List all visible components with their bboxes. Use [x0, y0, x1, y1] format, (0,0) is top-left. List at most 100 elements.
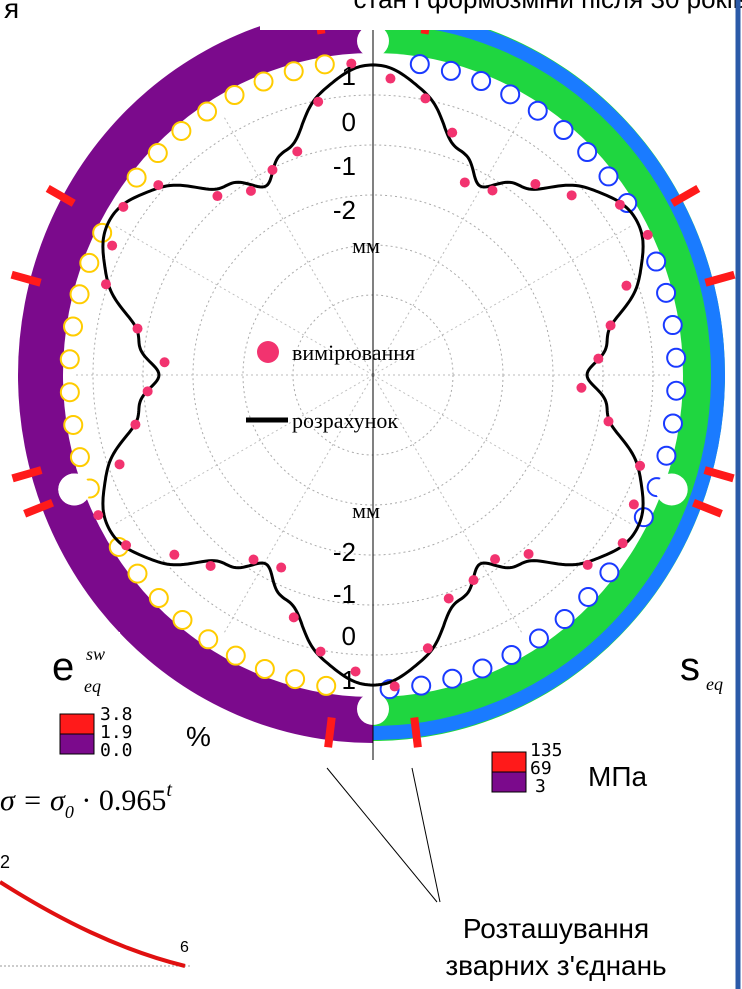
measured-dot — [313, 96, 324, 107]
unit: МПа — [588, 761, 647, 792]
hole — [59, 349, 80, 370]
weld-marker — [324, 717, 336, 748]
measured-dot — [566, 190, 577, 201]
measured-dot — [276, 562, 287, 573]
measured-dot — [422, 643, 433, 654]
grid-ray — [112, 224, 374, 376]
measured-dot — [212, 191, 223, 202]
fragment: я — [4, 0, 19, 24]
measured-dot — [153, 180, 164, 191]
pointer — [411, 767, 441, 903]
hole — [599, 562, 620, 583]
tick-label: -1 — [333, 151, 356, 181]
weld-marker — [23, 498, 54, 518]
measured-dot — [487, 185, 498, 196]
hole — [283, 61, 304, 82]
title: стан і формозміни після 30 років — [353, 0, 742, 14]
formula-sup: t — [166, 779, 172, 801]
measured-dot — [142, 386, 153, 397]
measured-dot — [100, 279, 111, 290]
measured-dot — [530, 179, 541, 190]
unit: мм — [352, 498, 380, 523]
hole — [148, 588, 169, 609]
measured-dot — [576, 382, 587, 393]
measured-dot — [169, 549, 180, 560]
hole — [59, 382, 80, 403]
grid-ray — [222, 114, 374, 376]
measured-dot — [603, 416, 614, 427]
tick-label: 0 — [342, 621, 356, 651]
measured-dot — [205, 560, 216, 571]
measured-dot — [245, 185, 256, 196]
lower-scale: -2 -1 0 1 — [333, 537, 356, 695]
legend-label: вимірювання — [292, 340, 415, 365]
hole — [225, 645, 246, 666]
colorbar-swatch — [59, 713, 95, 735]
hole — [471, 70, 492, 91]
measured-dot — [523, 548, 534, 559]
measured-dot — [315, 646, 326, 657]
measured-dot — [248, 554, 259, 565]
level: 3.8 — [100, 704, 133, 725]
measured-dot — [118, 201, 129, 212]
inset: 2 6 — [0, 852, 190, 968]
measured-dot — [614, 199, 625, 210]
symbol-bg — [40, 632, 120, 692]
grid-ray — [222, 374, 374, 636]
hole — [501, 645, 522, 666]
weld-marker — [45, 184, 76, 207]
measured-dot — [621, 280, 632, 291]
tick-label: 0 — [342, 107, 356, 137]
measured-dot — [582, 559, 593, 570]
big-hole — [655, 473, 688, 506]
hole — [316, 675, 337, 696]
ring-right-band — [373, 10, 725, 740]
measured-dot — [459, 177, 470, 188]
hole — [224, 84, 245, 105]
measured-dot — [628, 499, 639, 510]
measured-dot — [350, 666, 361, 677]
upper-scale: 1 0 -1 -2 — [333, 61, 356, 225]
measured-dot — [288, 612, 299, 623]
weld-marker — [704, 270, 736, 287]
measured-dot — [114, 459, 125, 470]
hole — [578, 586, 599, 607]
measured-dot — [490, 554, 501, 565]
hole — [472, 658, 493, 679]
hole — [666, 347, 687, 368]
measured-dot — [130, 419, 141, 430]
tick-label: -2 — [333, 537, 356, 567]
tick-label: 1 — [342, 61, 356, 91]
hole — [662, 315, 683, 336]
measured-dot — [468, 575, 479, 586]
level: 69 — [530, 758, 552, 779]
hole — [646, 251, 667, 272]
hole — [127, 563, 148, 584]
formula-lhs: σ = σ — [0, 784, 66, 817]
hole — [409, 54, 430, 75]
hole — [172, 609, 193, 630]
level: 1.9 — [100, 722, 133, 743]
hole — [69, 284, 90, 305]
hole — [500, 84, 521, 105]
measured-dot — [593, 353, 604, 364]
hole — [662, 413, 683, 434]
hole — [553, 120, 574, 141]
measured-dot — [159, 357, 170, 368]
measured-dot — [346, 58, 357, 69]
measured-dot — [385, 73, 396, 84]
hole — [440, 60, 461, 81]
colorbar-swatch — [491, 771, 527, 793]
measured-dot — [121, 540, 132, 551]
measured-dot — [132, 323, 143, 334]
level: 0.0 — [100, 740, 133, 761]
hole — [528, 628, 549, 649]
colorbar-swatch — [491, 751, 527, 773]
decor — [10, 3, 736, 748]
unit: мм — [352, 233, 380, 258]
hole — [285, 669, 306, 690]
big-hole — [58, 473, 91, 506]
tick-label: 1 — [342, 665, 356, 695]
formula: σ = σ0 · 0.965t — [0, 779, 172, 822]
hole — [656, 282, 677, 303]
